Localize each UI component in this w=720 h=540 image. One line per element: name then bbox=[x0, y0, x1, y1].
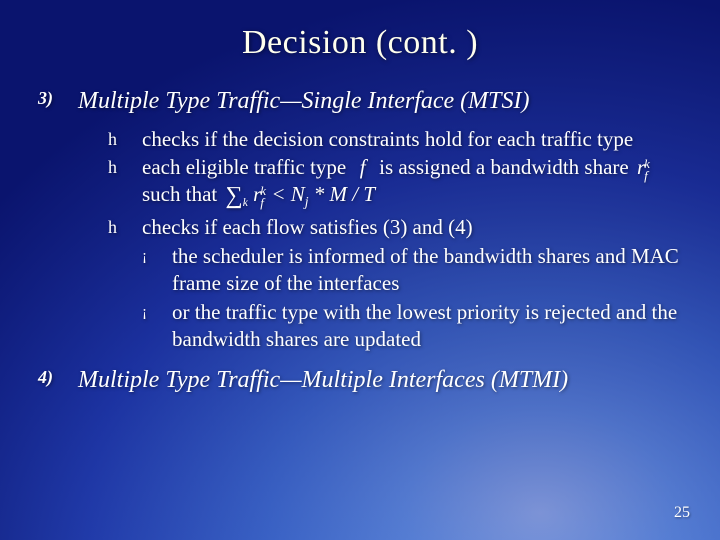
list-text: Multiple Type Traffic—Multiple Interface… bbox=[78, 367, 568, 395]
list-marker: 4) bbox=[38, 367, 78, 388]
bullet-item: h each eligible traffic type f is assign… bbox=[108, 154, 682, 212]
sub-bullet-text: or the traffic type with the lowest prio… bbox=[172, 299, 682, 353]
sub-bullet-item: ¡ or the traffic type with the lowest pr… bbox=[142, 299, 682, 353]
text-fragment: such that bbox=[142, 182, 222, 206]
sub-bullet-list: ¡ the scheduler is informed of the bandw… bbox=[142, 243, 682, 353]
text-fragment: each eligible traffic type bbox=[142, 155, 352, 179]
bullet-marker-icon: h bbox=[108, 154, 142, 179]
slide: Decision (cont. ) 3) Multiple Type Traff… bbox=[0, 0, 720, 540]
bullet-marker-icon: h bbox=[108, 214, 142, 239]
math-inequality: ∑k rkf < Nj * M / T bbox=[222, 182, 378, 206]
list-text: Multiple Type Traffic—Single Interface (… bbox=[78, 88, 529, 116]
list-marker: 3) bbox=[38, 88, 78, 109]
sub-bullet-text: the scheduler is informed of the bandwid… bbox=[172, 243, 682, 297]
bullet-item: h checks if each flow satisfies (3) and … bbox=[108, 214, 682, 241]
math-var-r: rkf bbox=[634, 155, 653, 179]
list-item-4: 4) Multiple Type Traffic—Multiple Interf… bbox=[38, 367, 682, 395]
sub-bullet-marker-icon: ¡ bbox=[142, 243, 172, 266]
bullet-marker-icon: h bbox=[108, 126, 142, 151]
bullet-item: h checks if the decision constraints hol… bbox=[108, 126, 682, 153]
sub-bullet-marker-icon: ¡ bbox=[142, 299, 172, 322]
text-fragment: is assigned a bandwidth share bbox=[379, 155, 634, 179]
page-number: 25 bbox=[674, 504, 690, 522]
bullet-text: checks if the decision constraints hold … bbox=[142, 126, 682, 153]
list-item-3: 3) Multiple Type Traffic—Single Interfac… bbox=[38, 88, 682, 116]
bullet-text: each eligible traffic type f is assigned… bbox=[142, 154, 682, 212]
sub-bullet-item: ¡ the scheduler is informed of the bandw… bbox=[142, 243, 682, 297]
bullet-text: checks if each flow satisfies (3) and (4… bbox=[142, 214, 682, 241]
bullet-list: h checks if the decision constraints hol… bbox=[108, 126, 682, 353]
math-var-f: f bbox=[352, 155, 374, 179]
slide-title: Decision (cont. ) bbox=[38, 24, 682, 62]
